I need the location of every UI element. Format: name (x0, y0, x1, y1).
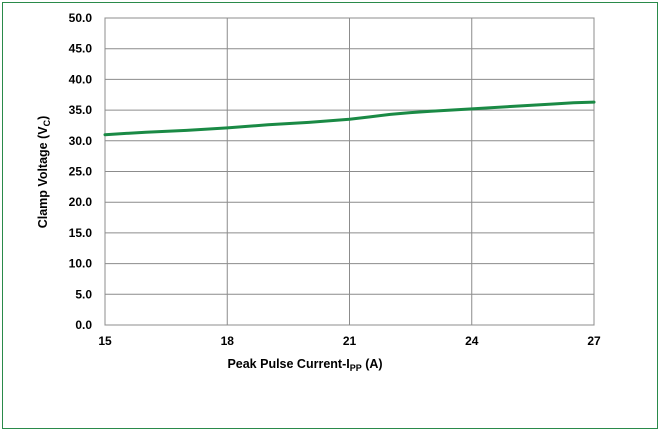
y-tick-label: 10.0 (69, 257, 93, 271)
y-tick-label: 50.0 (69, 11, 93, 25)
y-axis-tick-labels: 0.0 5.0 10.0 15.0 20.0 25.0 30.0 35.0 40.0 45.0 50… (69, 11, 93, 332)
y-tick-label: 5.0 (75, 287, 92, 301)
y-axis-title: Clamp Voltage (VC) (36, 116, 52, 229)
y-tick-label: 45.0 (69, 42, 93, 56)
y-tick-label: 25.0 (69, 165, 93, 179)
y-tick-label: 40.0 (69, 72, 93, 86)
x-axis-tick-labels: 15 18 21 24 27 (98, 334, 601, 348)
x-axis-title-main: Peak Pulse Current-I (227, 357, 349, 371)
x-tick-label: 24 (465, 334, 479, 348)
x-tick-label: 15 (98, 334, 112, 348)
y-tick-label: 0.0 (75, 318, 92, 332)
horizontal-gridlines (105, 17, 594, 326)
y-tick-label: 15.0 (69, 226, 93, 240)
x-axis-title: Peak Pulse Current-IPP (A) (227, 357, 382, 373)
x-tick-label: 21 (343, 334, 357, 348)
y-tick-label: 35.0 (69, 103, 93, 117)
y-tick-label: 20.0 (69, 195, 93, 209)
x-tick-label: 18 (221, 334, 235, 348)
y-axis-title-subscript: C (42, 119, 52, 126)
y-axis-title-main: Clamp Voltage (V (36, 126, 50, 229)
y-tick-label: 30.0 (69, 134, 93, 148)
x-axis-title-suffix: (A) (362, 357, 383, 371)
x-tick-label: 27 (587, 334, 601, 348)
series-line (103, 100, 596, 137)
x-axis-title-subscript: PP (350, 363, 362, 373)
y-axis-title-suffix: ) (36, 116, 50, 120)
series-layer (103, 100, 596, 137)
